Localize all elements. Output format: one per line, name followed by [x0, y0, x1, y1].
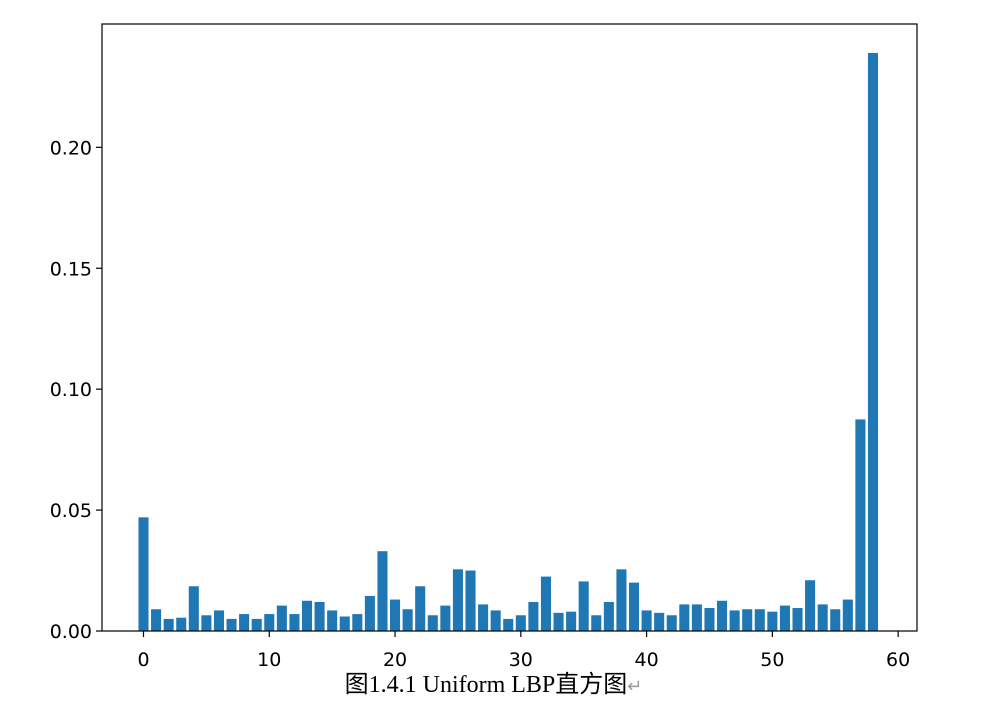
bar-28	[490, 610, 501, 631]
bar-22	[415, 586, 426, 631]
bar-53	[805, 580, 816, 631]
bar-32	[540, 576, 551, 631]
x-tick-label-50: 50	[760, 649, 784, 668]
bar-58	[867, 53, 879, 631]
bar-50	[767, 611, 778, 631]
bars-group	[138, 53, 879, 631]
bar-49	[754, 609, 765, 631]
bar-51	[779, 605, 790, 631]
x-tick-label-20: 20	[383, 649, 407, 668]
bar-36	[591, 615, 602, 631]
histogram-chart: 0 10 20 30 40 50 60 0.00 0.05 0.10 0.15 0.20	[50, 23, 918, 668]
y-tick-label-2: 0.10	[50, 379, 92, 401]
bar-42	[666, 615, 677, 631]
bar-6	[213, 610, 224, 631]
bar-40	[641, 610, 652, 631]
x-tick-label-10: 10	[257, 649, 281, 668]
bar-55	[830, 609, 841, 631]
bar-46	[717, 600, 728, 631]
y-axis-ticks: 0.00 0.05 0.10 0.15 0.20	[50, 137, 102, 643]
bar-48	[742, 609, 753, 631]
bar-19	[377, 551, 388, 631]
x-tick-label-30: 30	[509, 649, 533, 668]
bar-4	[188, 586, 199, 631]
bar-30	[515, 615, 526, 631]
bar-44	[691, 604, 702, 631]
bar-8	[239, 614, 250, 631]
x-tick-label-40: 40	[634, 649, 658, 668]
bar-38	[616, 569, 627, 631]
bar-25	[452, 569, 463, 631]
bar-12	[289, 614, 300, 631]
bar-34	[566, 611, 577, 631]
bar-7	[226, 618, 237, 631]
bar-24	[440, 605, 451, 631]
bar-43	[679, 604, 690, 631]
bar-39	[628, 582, 640, 631]
bar-56	[842, 599, 853, 631]
bar-54	[817, 604, 828, 631]
bar-14	[314, 601, 325, 631]
y-tick-label-4: 0.20	[50, 137, 92, 159]
bar-16	[339, 616, 350, 631]
figure-caption: 图1.4.1 Uniform LBP直方图↵	[0, 668, 987, 703]
x-tick-label-60: 60	[886, 649, 910, 668]
bar-23	[427, 615, 438, 631]
bar-5	[201, 615, 212, 631]
bar-9	[251, 618, 262, 631]
bar-13	[301, 600, 313, 631]
bar-29	[503, 618, 514, 631]
bar-27	[478, 604, 489, 631]
bar-31	[528, 601, 539, 631]
bar-52	[792, 608, 803, 631]
bar-41	[654, 612, 665, 631]
y-tick-label-0: 0.00	[50, 621, 92, 643]
bar-33	[553, 612, 564, 631]
bar-18	[364, 595, 375, 631]
plot-frame	[101, 23, 918, 632]
bar-10	[264, 614, 275, 631]
bar-35	[578, 581, 589, 631]
bar-20	[390, 599, 401, 631]
return-mark-icon: ↵	[627, 676, 643, 696]
y-tick-label-3: 0.15	[50, 258, 92, 280]
bar-21	[402, 609, 413, 631]
bar-45	[704, 608, 715, 631]
bar-17	[352, 614, 363, 631]
bar-47	[729, 610, 740, 631]
bar-26	[465, 570, 476, 631]
y-tick-label-1: 0.05	[50, 500, 92, 522]
bar-2	[163, 618, 174, 631]
bar-57	[855, 419, 866, 631]
bar-15	[327, 610, 338, 631]
caption-text: 图1.4.1 Uniform LBP直方图	[344, 672, 628, 698]
bar-11	[276, 605, 287, 631]
x-axis-ticks: 0 10 20 30 40 50 60	[137, 631, 910, 668]
x-tick-label-0: 0	[137, 649, 149, 668]
bar-1	[151, 609, 162, 631]
bar-3	[176, 617, 187, 631]
bar-37	[603, 601, 614, 631]
bar-0	[138, 517, 149, 631]
